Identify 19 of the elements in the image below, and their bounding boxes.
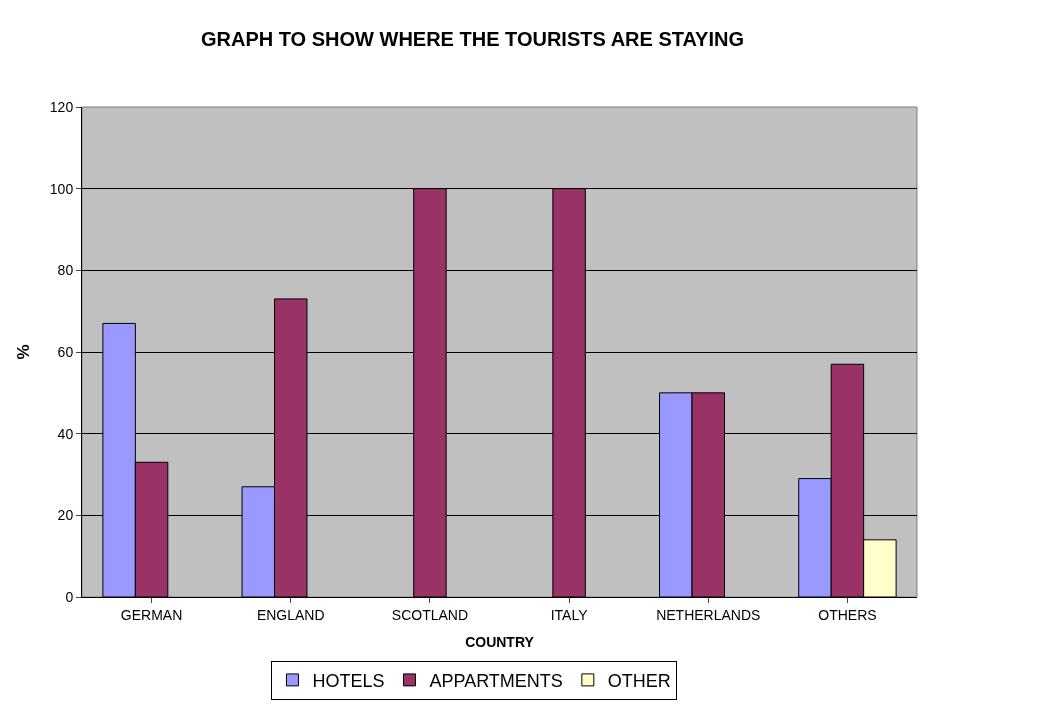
chart-title: GRAPH TO SHOW WHERE THE TOURISTS ARE STAYING: [200, 28, 745, 51]
legend-label: HOTELS: [312, 670, 385, 691]
y-tick-label: 120: [49, 98, 74, 115]
y-tick-label: 60: [57, 343, 74, 360]
x-tick-label: OTHERS: [818, 606, 877, 623]
x-tick-label: ITALY: [550, 606, 589, 623]
y-tick-label: 0: [65, 588, 74, 605]
x-tick-label: ENGLAND: [256, 606, 325, 623]
y-tick-label: 80: [57, 262, 74, 279]
y-tick-label: 20: [57, 507, 74, 524]
x-tick-label: NETHERLANDS: [656, 606, 761, 623]
y-tick-label: 100: [49, 180, 74, 197]
legend-label: OTHER: [607, 670, 671, 691]
x-tick-label: GERMAN: [120, 606, 183, 623]
y-axis-title: %: [14, 344, 34, 360]
x-tick-label: SCOTLAND: [391, 606, 469, 623]
y-tick-label: 40: [57, 425, 74, 442]
x-axis-title: COUNTRY: [465, 634, 535, 651]
legend-label: APPARTMENTS: [429, 670, 563, 691]
